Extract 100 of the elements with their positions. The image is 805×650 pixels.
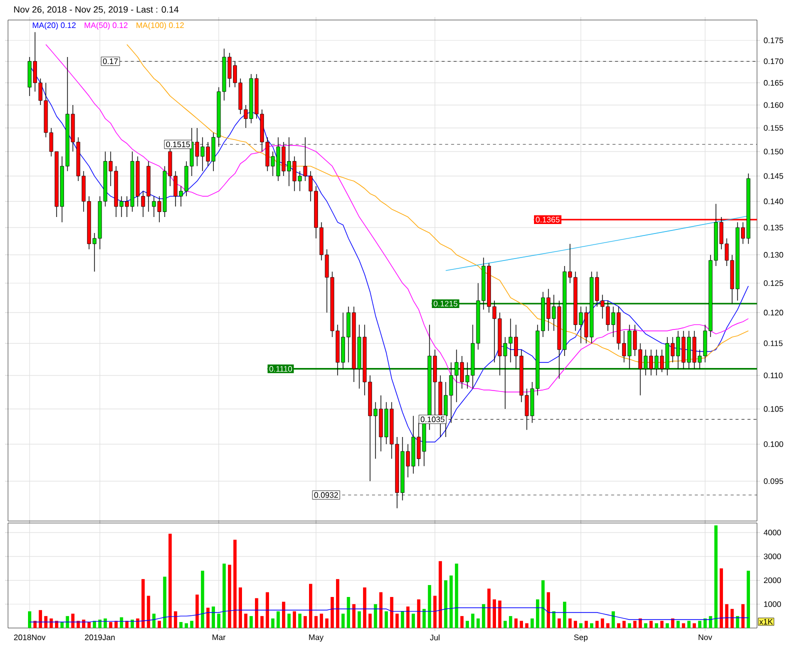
bar xyxy=(352,604,356,628)
bar xyxy=(168,534,172,628)
bar xyxy=(206,608,210,628)
bar xyxy=(714,525,718,628)
bar xyxy=(179,622,183,628)
bar xyxy=(682,623,686,628)
bar xyxy=(428,585,432,628)
bar xyxy=(292,611,296,628)
bar xyxy=(660,620,664,628)
bar xyxy=(622,620,626,628)
bar xyxy=(163,576,166,628)
bar xyxy=(109,622,112,628)
bar xyxy=(628,623,632,628)
bar xyxy=(720,568,723,628)
bar xyxy=(346,596,350,628)
bar xyxy=(579,623,582,628)
bar xyxy=(228,564,232,628)
bar xyxy=(136,618,140,628)
bar xyxy=(504,620,507,628)
bar xyxy=(617,623,620,628)
bar xyxy=(244,614,248,628)
bar xyxy=(412,614,415,628)
bar xyxy=(141,579,145,628)
bar xyxy=(390,596,394,628)
bar xyxy=(44,616,48,628)
bar xyxy=(304,616,307,628)
bar xyxy=(541,580,545,628)
bar xyxy=(368,614,372,628)
bar xyxy=(692,623,696,628)
bar xyxy=(233,540,237,628)
bar xyxy=(325,618,328,628)
bar xyxy=(633,620,636,628)
bar xyxy=(508,616,512,628)
bar xyxy=(444,580,448,628)
bar xyxy=(730,608,734,628)
bar xyxy=(200,570,204,628)
bar xyxy=(406,606,410,628)
bar xyxy=(450,576,453,628)
bar xyxy=(309,584,312,628)
bar xyxy=(222,564,226,628)
bar xyxy=(530,618,534,628)
bar xyxy=(492,599,496,628)
bar xyxy=(482,604,486,628)
bar xyxy=(520,620,524,628)
bar xyxy=(498,600,502,628)
bar xyxy=(546,592,550,628)
bar xyxy=(314,616,318,628)
bar xyxy=(266,592,270,628)
bar xyxy=(217,614,220,628)
bar xyxy=(676,620,680,628)
bar xyxy=(146,596,150,628)
bar xyxy=(196,594,199,628)
bar xyxy=(130,620,134,628)
bar xyxy=(460,616,464,628)
bar xyxy=(568,618,572,628)
bar xyxy=(438,561,442,628)
bar xyxy=(158,620,161,628)
bar xyxy=(698,620,702,628)
bar xyxy=(341,614,345,628)
bar xyxy=(487,588,491,628)
bar xyxy=(687,620,691,628)
bar xyxy=(330,596,334,628)
bar xyxy=(671,618,674,628)
bar xyxy=(612,611,615,628)
bar xyxy=(254,598,258,628)
bar xyxy=(250,616,253,628)
bar xyxy=(654,623,658,628)
chart-title: Nov 26, 2018 - Nov 25, 2019 - Last : 0.14 xyxy=(14,6,179,14)
bar xyxy=(746,570,750,628)
bar xyxy=(552,611,556,628)
bar xyxy=(384,611,388,628)
bar xyxy=(260,616,264,628)
bar xyxy=(238,587,242,628)
bar xyxy=(400,611,404,628)
bar xyxy=(606,623,610,628)
bar xyxy=(395,614,399,628)
bar xyxy=(466,620,469,628)
bar xyxy=(471,614,474,628)
bar xyxy=(320,614,324,628)
bar xyxy=(536,599,540,628)
bar xyxy=(476,618,480,628)
bar xyxy=(725,604,728,628)
bar xyxy=(595,620,599,628)
bar xyxy=(666,623,669,628)
bar xyxy=(584,620,588,628)
bar xyxy=(282,602,286,628)
bar xyxy=(558,618,561,628)
bar xyxy=(422,608,426,628)
bar xyxy=(271,618,274,628)
bar xyxy=(104,618,107,628)
bar xyxy=(358,611,361,628)
bar xyxy=(287,614,291,628)
bar xyxy=(276,611,280,628)
bar xyxy=(590,623,594,628)
bar xyxy=(433,596,437,628)
bar xyxy=(363,587,366,628)
bar xyxy=(190,620,194,628)
bar xyxy=(379,592,383,628)
bar xyxy=(574,620,578,628)
bar xyxy=(600,618,604,628)
